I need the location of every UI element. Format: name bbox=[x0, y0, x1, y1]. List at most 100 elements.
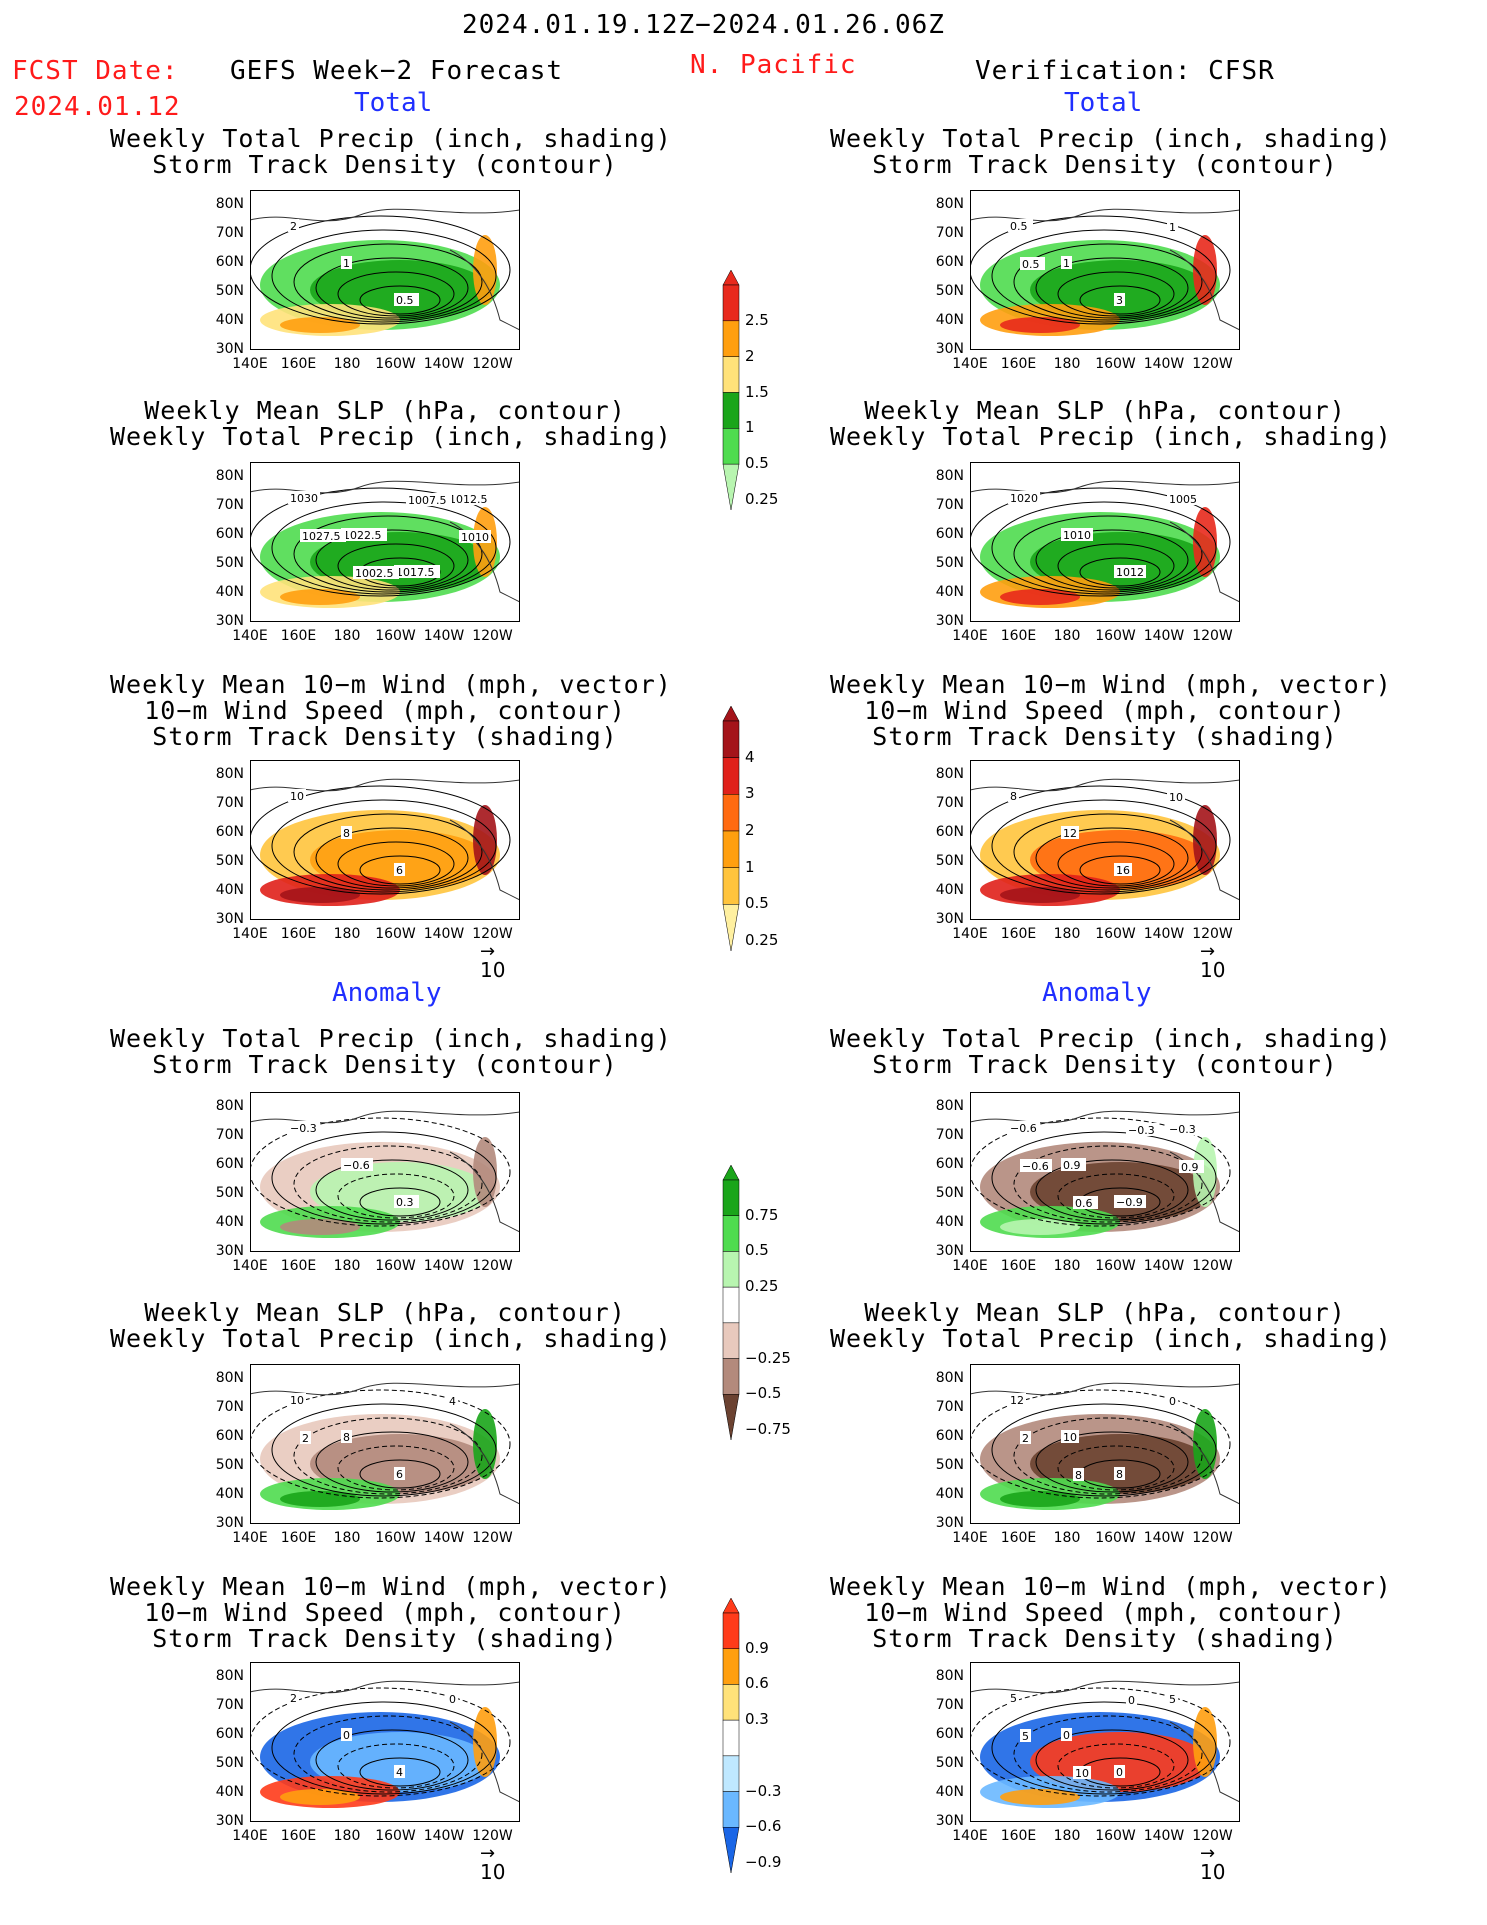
lat-tick-label: 40N bbox=[935, 882, 964, 898]
lon-tick-label: 160E bbox=[1000, 926, 1037, 942]
lat-tick-label: 70N bbox=[935, 1697, 964, 1713]
lon-tick-label: 140E bbox=[232, 1530, 268, 1546]
contour-line bbox=[991, 229, 1217, 323]
contour-line bbox=[293, 1715, 483, 1793]
lon-tick-label: 160W bbox=[1095, 1828, 1136, 1844]
colorbar bbox=[722, 270, 740, 511]
shading-region bbox=[1000, 1789, 1080, 1805]
contour-label: 1 bbox=[1063, 257, 1070, 270]
lon-tick-label: 140E bbox=[232, 1828, 268, 1844]
vector-reference: → 10 bbox=[1200, 943, 1225, 983]
shading-region bbox=[1030, 532, 1210, 592]
contour-label: 0.5 bbox=[396, 294, 414, 307]
lon-tick-label: 160W bbox=[375, 1530, 416, 1546]
colorbar-cap bbox=[722, 463, 740, 511]
contour-line bbox=[359, 285, 441, 315]
colorbar-label: 0.25 bbox=[745, 490, 779, 508]
lat-tick-label: 80N bbox=[935, 1098, 964, 1114]
period-title: 2024.01.19.12Z−2024.01.26.06Z bbox=[462, 10, 945, 40]
lon-tick-label: 180 bbox=[333, 1828, 361, 1844]
lon-tick-label: 120W bbox=[1192, 1258, 1233, 1274]
shading-region bbox=[310, 830, 490, 890]
panel-title-line: Weekly Total Precip (inch, shading) bbox=[110, 124, 672, 153]
lon-tick-label: 140E bbox=[232, 1258, 268, 1274]
coastline bbox=[449, 1151, 520, 1233]
lat-tick-label: 30N bbox=[935, 613, 964, 629]
lon-tick-label: 140W bbox=[423, 628, 465, 644]
colorbar-label: 2 bbox=[745, 821, 755, 839]
coastline bbox=[1169, 1151, 1240, 1233]
lon-tick-label: 120W bbox=[1192, 628, 1233, 644]
map-plot: 12 10 8 0 2 8 bbox=[970, 1364, 1240, 1524]
contour-line bbox=[337, 841, 455, 887]
shading-region bbox=[1000, 317, 1080, 333]
contour-label: 0.3 bbox=[396, 1196, 414, 1209]
colorbar-label: 3 bbox=[745, 784, 755, 803]
colorbar-label: 0.9 bbox=[745, 1638, 769, 1657]
colorbar-segment bbox=[722, 794, 740, 832]
contour-line bbox=[359, 855, 441, 885]
fcst-label: FCST Date: bbox=[12, 56, 179, 86]
contour-label: 10 bbox=[1063, 1431, 1077, 1444]
lon-tick-label: 160E bbox=[280, 1258, 317, 1274]
colorbar-label: −0.25 bbox=[745, 1348, 791, 1367]
shading-region bbox=[1000, 1219, 1080, 1235]
contour-line bbox=[250, 487, 511, 597]
contour-line bbox=[991, 1403, 1217, 1497]
contour-label: 1007.5 bbox=[408, 494, 447, 507]
panel-title-line: Weekly Mean SLP (hPa, contour) bbox=[864, 396, 1346, 425]
lat-tick-label: 50N bbox=[215, 853, 244, 869]
contour-label: 5 bbox=[1022, 1730, 1029, 1743]
colorbar-cap bbox=[722, 270, 740, 286]
contour-label: −0.6 bbox=[1022, 1160, 1049, 1173]
lat-tick-label: 30N bbox=[935, 1243, 964, 1259]
contour-label: 5 bbox=[1169, 1693, 1176, 1706]
panel-title-line: Storm Track Density (shading) bbox=[872, 722, 1338, 751]
lat-tick-label: 50N bbox=[935, 853, 964, 869]
contour-line bbox=[991, 1131, 1217, 1225]
vector-arrow-icon: → bbox=[480, 1843, 496, 1864]
colorbar-cap bbox=[722, 706, 740, 722]
panel-title-line: Weekly Total Precip (inch, shading) bbox=[110, 1024, 672, 1053]
contour-line bbox=[1035, 827, 1189, 889]
colorbar-segment bbox=[722, 428, 740, 465]
colorbar-segment bbox=[722, 757, 740, 795]
contour-label: −0.6 bbox=[1010, 1122, 1037, 1135]
colorbar-label: 0.5 bbox=[745, 894, 769, 913]
lat-tick-label: 70N bbox=[215, 225, 244, 241]
colorbar bbox=[722, 1165, 740, 1441]
contour-line bbox=[1057, 841, 1175, 887]
map-plot: −0.6 0.9 −0.9 −0.3 −0.6 0.6 −0.3 0.9 bbox=[970, 1092, 1240, 1252]
lat-tick-label: 30N bbox=[215, 911, 244, 927]
lon-tick-label: 160W bbox=[1095, 628, 1136, 644]
panel-title-line: Weekly Mean SLP (hPa, contour) bbox=[144, 1298, 626, 1327]
lon-tick-label: 140W bbox=[1143, 356, 1185, 372]
panel-title-line: Weekly Mean 10−m Wind (mph, vector) bbox=[830, 670, 1392, 699]
lat-tick-label: 60N bbox=[935, 254, 964, 270]
contour-label: 0.5 bbox=[1022, 258, 1040, 271]
map-frame bbox=[970, 1092, 1240, 1252]
contour-label: 10 bbox=[290, 1394, 304, 1407]
contour-line bbox=[970, 215, 1231, 325]
colorbar-segment bbox=[722, 1251, 740, 1288]
contour-line bbox=[1079, 285, 1161, 315]
lat-tick-label: 30N bbox=[215, 341, 244, 357]
contour-line bbox=[1013, 1715, 1203, 1793]
colorbar-label: 0.5 bbox=[745, 1241, 769, 1260]
lat-tick-label: 30N bbox=[215, 1515, 244, 1531]
lon-tick-label: 120W bbox=[472, 926, 513, 942]
coastline bbox=[449, 521, 520, 603]
lat-tick-label: 40N bbox=[215, 1486, 244, 1502]
lon-tick-label: 120W bbox=[1192, 1530, 1233, 1546]
lon-tick-label: 140W bbox=[423, 356, 465, 372]
contour-label: 8 bbox=[1116, 1468, 1123, 1481]
colorbar-segment bbox=[722, 867, 740, 905]
colorbar-segment bbox=[722, 320, 740, 357]
lon-tick-label: 140E bbox=[952, 628, 988, 644]
panel-title-line: Storm Track Density (shading) bbox=[152, 1624, 618, 1653]
lat-tick-label: 70N bbox=[935, 225, 964, 241]
map-frame bbox=[250, 1364, 520, 1524]
colorbar-label: 1.5 bbox=[745, 382, 769, 401]
coastline bbox=[250, 1382, 520, 1396]
panel-title-line: Storm Track Density (shading) bbox=[872, 1624, 1338, 1653]
